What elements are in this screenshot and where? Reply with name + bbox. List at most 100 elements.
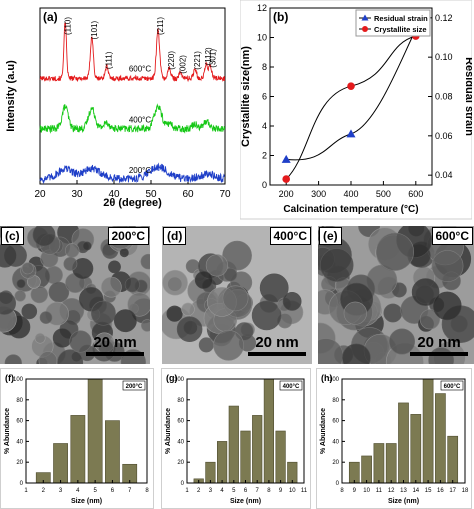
y-tick-label: 60 xyxy=(332,419,339,425)
bar xyxy=(385,443,397,484)
scale-label: 20 nm xyxy=(417,334,461,351)
bar xyxy=(275,430,286,484)
bar xyxy=(263,378,274,484)
x-tick-label: 13 xyxy=(400,488,407,494)
x-axis-label: 2θ (degree) xyxy=(103,197,162,209)
x-tick-label: 60 xyxy=(182,189,194,200)
particle xyxy=(319,248,354,282)
y-axis-label: % Abundance xyxy=(4,408,11,454)
x-tick-label: 8 xyxy=(145,488,149,494)
x-tick-label: 17 xyxy=(449,488,456,494)
x-tick-label: 70 xyxy=(219,189,231,200)
plot-frame xyxy=(39,7,226,185)
series-line-Residual strain xyxy=(286,29,417,161)
x-tick-label: 3 xyxy=(59,488,63,494)
particle xyxy=(57,349,84,364)
panel-label: (a) xyxy=(43,10,58,24)
histogram-chart: 1 2 3 4 5 6 7 8 9 10 11 0 20 40 60 80 100 Size (nm) % Abun… xyxy=(165,373,308,505)
x-tick-label: 9 xyxy=(279,488,283,494)
xrd-chart: 20 30 40 50 60 70 2θ (degree) Intensity (a.u) (a… xyxy=(5,7,231,209)
series-line-600°C xyxy=(39,21,226,83)
particle xyxy=(213,330,244,361)
x-tick-label: 12 xyxy=(388,488,395,494)
particle xyxy=(30,285,48,304)
particle xyxy=(39,311,53,324)
x-tick-label: 2 xyxy=(42,488,46,494)
temperature-label: 200°C xyxy=(107,227,149,245)
temperature-label: 600°C xyxy=(431,227,473,245)
bar xyxy=(287,461,298,484)
bar xyxy=(70,415,86,484)
bar xyxy=(205,461,216,484)
temperature-label: 400°C xyxy=(269,227,311,245)
bar xyxy=(53,443,68,484)
bar xyxy=(348,461,360,484)
series-line-200°C xyxy=(39,162,225,185)
particle xyxy=(69,330,92,353)
x-tick-label: 10 xyxy=(363,488,370,494)
particle xyxy=(259,273,289,303)
peak-label: (110) xyxy=(63,17,72,35)
bar xyxy=(398,402,409,484)
panel-label: (b) xyxy=(273,10,288,24)
scale-label: 20 nm xyxy=(255,334,299,351)
particle xyxy=(342,343,371,364)
y-tick-label: 80 xyxy=(16,398,23,404)
y2-tick-label: 0.12 xyxy=(435,13,453,23)
particle xyxy=(82,241,92,251)
particle xyxy=(4,354,22,364)
y-axis-label: Crystallite size(nm) xyxy=(240,46,252,147)
particle xyxy=(114,309,137,333)
particle xyxy=(14,290,26,302)
x-tick-label: 2 xyxy=(197,488,201,494)
particle xyxy=(433,291,462,321)
x-tick-label: 7 xyxy=(256,488,260,494)
x-tick-label: 6 xyxy=(111,488,115,494)
scale-bar: 20 nm xyxy=(248,335,306,356)
particle xyxy=(343,301,367,325)
x-tick-label: 600 xyxy=(408,189,423,199)
x-tick-label: 1 xyxy=(24,488,28,494)
particle xyxy=(16,279,26,289)
y-tick-label: 0 xyxy=(181,481,185,487)
x-tick-label: 16 xyxy=(437,488,444,494)
peak-label: (211) xyxy=(156,17,165,35)
particle xyxy=(431,250,464,282)
bar xyxy=(435,393,446,484)
tem-particles xyxy=(318,226,474,364)
x-tick-label: 1 xyxy=(185,488,189,494)
y-tick-label: 6 xyxy=(262,92,267,102)
x-axis-label: Calcination temperature (°C) xyxy=(283,204,418,215)
temperature-label: 600°C xyxy=(444,384,461,390)
particle xyxy=(222,285,249,312)
histogram-g: 1 2 3 4 5 6 7 8 9 10 11 0 20 40 60 80 100 Size (nm) % Abun… xyxy=(161,368,311,509)
panel-label: (g) xyxy=(166,373,178,383)
particle xyxy=(32,226,56,247)
bar xyxy=(447,435,459,484)
temperature-label: 200°C xyxy=(126,384,143,390)
x-tick-label: 6 xyxy=(244,488,248,494)
y-tick-label: 80 xyxy=(332,398,339,404)
peak-label: (221) xyxy=(193,51,202,70)
x-tick-label: 200 xyxy=(279,189,294,199)
x-axis-label: Size (nm) xyxy=(388,498,419,505)
x-tick-label: 300 xyxy=(311,189,326,199)
panel-label: (c) xyxy=(1,227,24,245)
particle xyxy=(124,277,140,293)
histogram-h: 8 9 10 11 12 13 14 15 16 17 18 0 20 40 60 80 100 Size (nm… xyxy=(316,368,472,509)
particle xyxy=(34,332,46,344)
x-tick-label: 11 xyxy=(301,488,308,494)
bar xyxy=(410,414,422,484)
y-tick-label: 100 xyxy=(13,377,24,383)
y-tick-label: 0 xyxy=(262,180,267,190)
particle xyxy=(91,300,116,326)
particle xyxy=(222,240,252,271)
legend-marker xyxy=(361,14,369,21)
series-line-400°C xyxy=(39,103,226,134)
x-tick-label: 40 xyxy=(108,189,120,200)
series-label: 600°C xyxy=(129,64,152,73)
peak-label: (220) xyxy=(167,51,176,70)
particle xyxy=(181,302,195,317)
particle xyxy=(119,248,129,258)
data-point xyxy=(347,82,355,90)
